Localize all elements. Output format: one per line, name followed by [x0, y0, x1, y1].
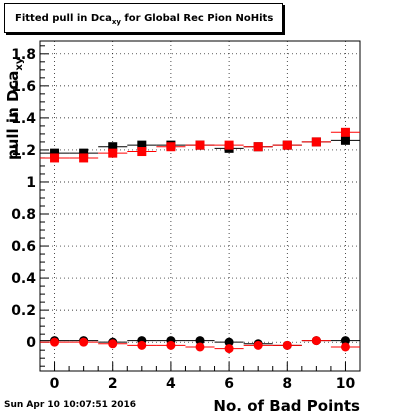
data-point-marker [195, 140, 205, 150]
y-tick-label: 1.6 [11, 79, 36, 95]
y-tick-label: 0.6 [11, 239, 36, 255]
y-tick-label: 0.4 [11, 271, 36, 287]
plot-frame [39, 40, 361, 372]
y-tick-label: 0 [26, 335, 36, 351]
y-axis-label: pull in Dcaxy [4, 57, 25, 160]
y-tick-labels: 0 0.2 0.4 0.6 0.8 1 1.2 1.4 1.6 1.8 [11, 47, 36, 351]
data-point-marker [166, 142, 176, 152]
data-point-marker [195, 336, 205, 346]
data-point-marker [50, 153, 60, 163]
title-box: Fitted pull in Dcaxy for Global Rec Pion… [4, 3, 283, 33]
data-point-marker [50, 148, 60, 158]
data-point-marker [224, 140, 234, 150]
title-rest: for Global Rec Pion NoHits [120, 13, 274, 24]
data-point-marker [311, 336, 321, 346]
x-tick-label: 8 [282, 376, 292, 392]
data-point-marker [311, 137, 321, 147]
y-tick-label: 0.8 [11, 207, 36, 223]
axis-ticks [39, 45, 361, 371]
data-point-marker [79, 337, 89, 347]
data-point-marker [137, 140, 147, 150]
data-point-marker [137, 147, 147, 157]
data-point-marker [79, 148, 89, 158]
y-tick-label: 1.8 [11, 47, 36, 63]
data-point-marker [253, 340, 263, 350]
data-point-marker [108, 148, 118, 158]
y-tick-label: 1.4 [11, 111, 36, 127]
data-series-circle-red [40, 336, 360, 354]
data-point-marker [137, 340, 147, 350]
data-point-marker [108, 339, 118, 349]
data-point-marker [166, 340, 176, 350]
y-axis-label-main: pull in Dca [4, 71, 22, 160]
data-point-marker [253, 142, 263, 152]
chart-title: Fitted pull in Dcaxy for Global Rec Pion… [15, 13, 273, 26]
y-tick-label: 1.2 [11, 143, 36, 159]
x-tick-label: 10 [336, 376, 356, 392]
y-axis-label-subscript: xy [14, 57, 25, 70]
data-point-marker [224, 337, 234, 347]
data-point-marker [340, 127, 350, 137]
x-tick-label: 6 [224, 376, 234, 392]
x-tick-label: 4 [166, 376, 176, 392]
x-tick-label: 0 [50, 376, 60, 392]
x-axis-label: No. of Bad Points [213, 397, 360, 414]
y-tick-label: 0.2 [11, 303, 36, 319]
x-tick-label: 2 [108, 376, 118, 392]
data-series-square-red [40, 127, 360, 163]
data-point-marker [224, 344, 234, 354]
data-point-marker [79, 153, 89, 163]
data-point-marker [340, 336, 350, 346]
title-subscript: xy [111, 18, 121, 26]
series-layer [40, 127, 360, 354]
data-point-marker [282, 140, 292, 150]
data-point-marker [195, 342, 205, 352]
data-point-marker [108, 142, 118, 152]
y-tick-label: 1 [26, 175, 36, 191]
data-point-marker [340, 135, 350, 145]
data-point-marker [50, 337, 60, 347]
data-point-marker [282, 340, 292, 350]
footer-timestamp: Sun Apr 10 10:07:51 2016 [4, 400, 137, 410]
data-point-marker [340, 342, 350, 352]
x-tick-labels: 0 2 4 6 8 10 [50, 376, 356, 392]
title-main: Fitted pull in Dca [15, 13, 112, 24]
